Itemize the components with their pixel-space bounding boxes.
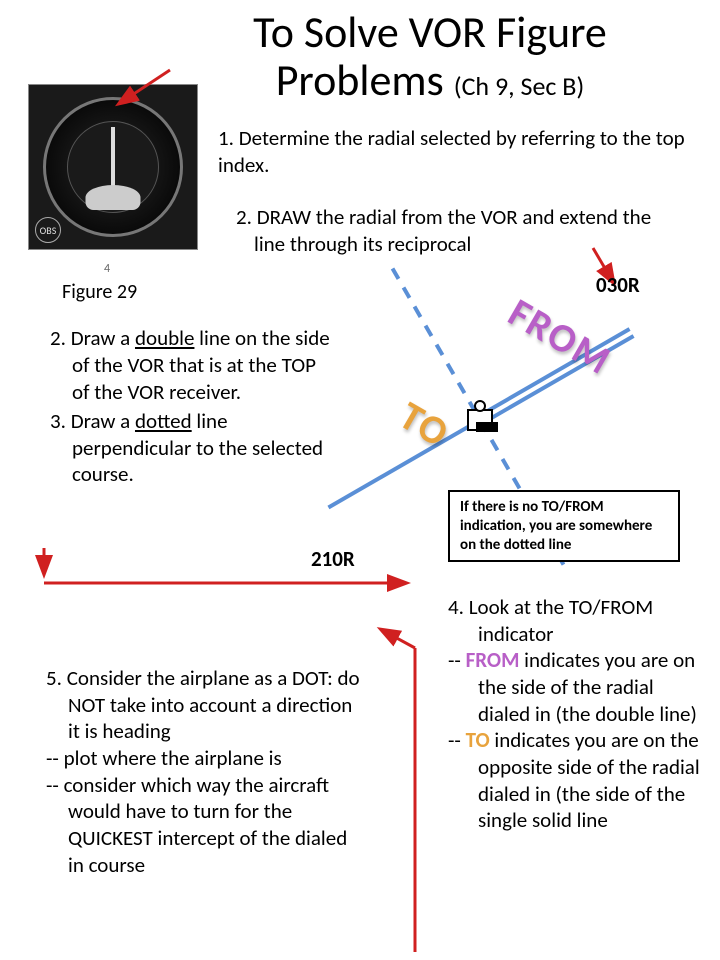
vor-station-symbol — [468, 401, 498, 432]
step-5-block: 5. Consider the airplane as a DOT: do NO… — [26, 665, 361, 878]
page-title: To Solve VOR Figure Problems (Ch 9, Sec … — [160, 8, 700, 105]
callout-box: If there is no TO/FROM indication, you a… — [448, 490, 680, 562]
step-4-from: -- FROM indicates you are on the side of… — [428, 647, 708, 727]
label-210r: 210R — [311, 546, 355, 572]
label-030r: 030R — [596, 272, 640, 298]
title-line1: To Solve VOR Figure — [253, 5, 607, 59]
to-word-art: TO — [391, 391, 459, 458]
figure-caption: Figure 29 — [62, 280, 137, 304]
step-2a-text: 2. DRAW the radial from the VOR and exte… — [236, 204, 676, 258]
arrow-to-step5 — [382, 630, 415, 648]
step-1-text: 1. Determine the radial selected by refe… — [218, 125, 688, 179]
vor-dial — [43, 97, 183, 237]
from-word-art: FROM — [500, 288, 620, 386]
step-5-sub1: -- plot where the airplane is — [26, 745, 361, 772]
step-2b-3-block: 2. Draw a double line on the side of the… — [30, 325, 335, 490]
obs-label: OBS — [35, 217, 61, 243]
subtitle: (Ch 9, Sec B) — [454, 70, 585, 102]
step-5-sub2: -- consider which way the aircraft would… — [26, 772, 361, 879]
step-4-header: 4. Look at the TO/FROM indicator — [428, 594, 708, 647]
vor-instrument-image: OBS — [28, 84, 198, 250]
step-4-block: 4. Look at the TO/FROM indicator -- FROM… — [428, 594, 708, 834]
figure-superscript: 4 — [104, 262, 110, 276]
step-4-to: -- TO indicates you are on the opposite … — [428, 727, 708, 834]
title-line2: Problems — [276, 53, 454, 107]
step-2b-text: 2. Draw a double line on the side of the… — [30, 325, 335, 406]
step-5-header: 5. Consider the airplane as a DOT: do NO… — [26, 665, 361, 745]
vor-card — [86, 185, 141, 210]
step-3-text: 3. Draw a dotted line perpendicular to t… — [30, 408, 335, 489]
